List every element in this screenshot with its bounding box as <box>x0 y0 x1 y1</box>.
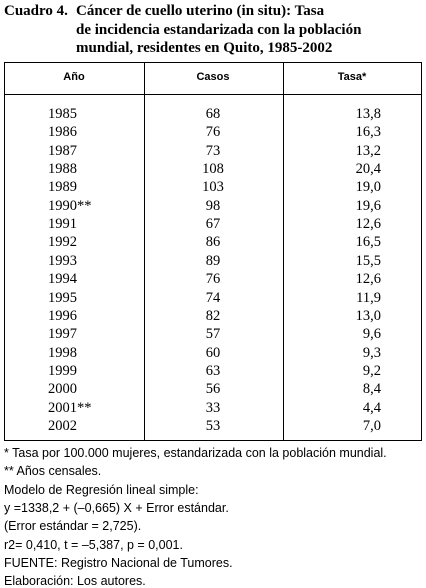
table-cell: 16,5 <box>355 234 381 251</box>
table-cell: 1985 <box>48 106 77 122</box>
table-cell: 63 <box>205 362 221 379</box>
title-line: de incidencia estandarizada con la pobla… <box>76 22 362 38</box>
table-cell: 86 <box>205 234 221 251</box>
footnote: Elaboración: Los autores. <box>4 574 146 588</box>
column-rule <box>283 62 284 441</box>
table-cell: 103 <box>202 179 224 196</box>
footnote: (Error estándar = 2,725). <box>4 519 142 534</box>
footnote: r2= 0,410, t = –5,387, p = 0,001. <box>4 537 183 552</box>
table-cell: 1998 <box>48 344 77 361</box>
table-cell: 19,0 <box>355 179 381 196</box>
table-cell: 89 <box>205 252 221 269</box>
table-border <box>4 62 422 63</box>
table-cell: 33 <box>205 399 221 416</box>
footnote: ** Años censales. <box>4 464 102 479</box>
table-cell: 76 <box>205 124 221 141</box>
table-cell: 98 <box>205 197 221 214</box>
column-header: Año <box>63 71 85 83</box>
table-cell: 1999 <box>48 362 77 379</box>
title-label: Cuadro 4. <box>4 3 68 19</box>
table-cell: 68 <box>205 106 221 122</box>
table-cell: 1992 <box>48 234 77 251</box>
footnote: Modelo de Regresión lineal simple: <box>4 482 199 497</box>
table-cell: 67 <box>205 216 221 233</box>
table-cell: 1996 <box>48 307 77 324</box>
table-cell: 1995 <box>48 289 77 306</box>
column-rule <box>4 62 5 441</box>
table-cell: 1986 <box>48 124 77 141</box>
table-cell: 2000 <box>48 381 77 398</box>
table-cell: 16,3 <box>355 124 381 141</box>
table-cell: 20,4 <box>355 161 381 178</box>
table-cell: 11,9 <box>356 289 381 306</box>
table-cell: 60 <box>205 344 221 361</box>
table-cell: 1987 <box>48 142 77 159</box>
footnote: * Tasa por 100.000 mujeres, estandarizad… <box>4 446 387 460</box>
table-cell: 1994 <box>48 271 77 288</box>
table-cell: 15,5 <box>355 252 381 269</box>
column-rule <box>421 62 422 441</box>
footnote: FUENTE: Registro Nacional de Tumores. <box>4 555 233 570</box>
table-cell: 1991 <box>48 216 77 233</box>
table-cell: 1988 <box>48 161 77 178</box>
table-cell: 1990** <box>48 197 92 214</box>
title-line: Cáncer de cuello uterino (in situ): Tasa <box>76 3 325 19</box>
table-border <box>4 440 422 441</box>
table-cell: 12,6 <box>355 216 381 233</box>
table-cell: 12,6 <box>355 271 381 288</box>
table-cell: 19,6 <box>355 197 381 214</box>
table-cell: 2001** <box>48 399 92 416</box>
table-cell: 8,4 <box>362 381 381 398</box>
table-cell: 82 <box>205 307 221 324</box>
title-line: mundial, residentes en Quito, 1985-2002 <box>76 40 333 56</box>
table-cell: 2002 <box>48 417 77 434</box>
table-cell: 13,2 <box>355 142 381 159</box>
table-cell: 13,8 <box>355 106 381 122</box>
table-cell: 9,2 <box>362 362 381 379</box>
footnote: y =1338,2 + (–0,665) X + Error estándar. <box>4 500 229 515</box>
table-cell: 57 <box>205 326 221 343</box>
table-cell: 13,0 <box>355 307 381 324</box>
table-cell: 1989 <box>48 179 77 196</box>
table-cell: 108 <box>202 161 224 178</box>
header-rule <box>4 94 422 95</box>
column-header: Tasa* <box>337 71 367 83</box>
table-cell: 4,4 <box>362 399 381 416</box>
column-header: Casos <box>196 71 230 83</box>
table-cell: 53 <box>205 417 221 434</box>
column-rule <box>144 62 145 441</box>
table-cell: 56 <box>205 381 221 398</box>
table-cell: 74 <box>205 289 221 306</box>
table-cell: 76 <box>205 271 221 288</box>
table-cell: 73 <box>205 142 221 159</box>
table-cell: 9,3 <box>362 344 381 361</box>
table-cell: 1997 <box>48 326 77 343</box>
table-cell: 1993 <box>48 252 77 269</box>
table-cell: 7,0 <box>362 417 381 434</box>
table-cell: 9,6 <box>362 326 381 343</box>
